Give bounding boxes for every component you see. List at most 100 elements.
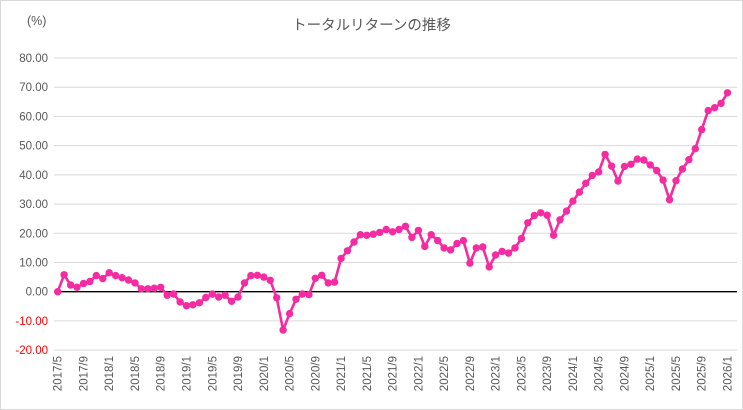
data-point-marker (382, 225, 390, 234)
data-point-marker (337, 254, 345, 263)
data-point-marker (311, 274, 319, 282)
data-point-marker (453, 239, 461, 248)
data-point-marker (376, 228, 384, 237)
data-point-marker (595, 168, 603, 176)
data-point-marker (202, 293, 210, 302)
y-tick-label: 30.00 (19, 199, 48, 211)
y-tick-label: 20.00 (19, 228, 48, 240)
x-tick-label: 2023/5 (516, 356, 528, 391)
data-point-marker (324, 279, 332, 287)
data-point-marker (698, 125, 706, 134)
data-point-marker (704, 106, 712, 115)
data-point-marker (395, 225, 403, 234)
data-point-marker (414, 226, 423, 235)
data-point-marker (73, 283, 81, 291)
x-tick-label: 2019/1 (182, 356, 194, 391)
data-point-marker (479, 243, 487, 251)
data-point-marker (569, 197, 577, 205)
data-point-marker (388, 228, 397, 236)
data-point-marker (79, 279, 88, 288)
data-point-marker (537, 209, 545, 217)
data-point-marker (633, 155, 641, 163)
data-point-marker (54, 288, 62, 296)
x-tick-label: 2022/1 (413, 356, 425, 391)
x-tick-label: 2020/1 (259, 356, 271, 391)
y-tick-label: 60.00 (19, 111, 48, 123)
total-return-line (56, 91, 729, 332)
data-point-marker (266, 276, 274, 284)
data-point-marker (678, 165, 687, 173)
data-point-marker (221, 291, 229, 299)
data-point-marker (247, 271, 255, 280)
x-tick-label: 2025/5 (671, 356, 683, 391)
data-point-marker (285, 309, 294, 318)
data-point-marker (665, 196, 674, 204)
data-point-marker (105, 269, 113, 277)
data-point-marker (99, 274, 107, 283)
data-point-marker (369, 230, 377, 238)
data-point-marker (234, 293, 242, 301)
data-point-marker (446, 246, 455, 254)
data-point-marker (498, 247, 506, 256)
data-point-marker (279, 326, 287, 334)
data-point-marker (472, 244, 480, 252)
data-point-marker (723, 89, 732, 97)
x-tick-label: 2021/1 (336, 356, 348, 391)
data-point-marker (118, 274, 126, 282)
data-point-marker (582, 179, 590, 187)
data-point-marker (575, 188, 584, 196)
data-point-marker (343, 247, 352, 255)
chart-title: トータルリターンの推移 (292, 18, 451, 34)
x-tick-label: 2019/9 (233, 356, 245, 391)
data-point-marker (131, 279, 139, 287)
data-point-marker (92, 271, 101, 280)
y-axis-unit-label: (%) (27, 14, 47, 28)
data-point-marker (614, 177, 622, 185)
data-point-marker (112, 271, 120, 280)
data-point-marker (240, 279, 249, 287)
data-point-marker (434, 236, 442, 245)
data-point-marker (421, 242, 429, 251)
data-point-marker (124, 276, 133, 284)
data-point-marker (517, 234, 526, 243)
data-point-marker (653, 166, 661, 175)
data-point-marker (150, 284, 158, 292)
data-point-marker (260, 273, 268, 281)
data-point-marker (607, 162, 616, 170)
y-tick-label: 10.00 (19, 257, 48, 269)
x-tick-label: 2019/5 (207, 356, 219, 391)
x-tick-label: 2023/9 (542, 356, 554, 391)
x-tick-label: 2024/5 (594, 356, 606, 391)
x-tick-label: 2022/9 (465, 356, 477, 391)
data-point-marker (556, 216, 564, 224)
data-point-marker (86, 277, 94, 286)
data-point-marker (60, 271, 68, 279)
data-point-marker (543, 211, 551, 219)
data-point-marker (646, 161, 654, 169)
data-point-marker (363, 231, 371, 239)
data-point-marker (401, 222, 410, 230)
data-point-marker (189, 301, 197, 309)
y-tick-label: 70.00 (19, 82, 48, 94)
data-point-marker (427, 231, 435, 239)
data-point-marker (292, 295, 300, 303)
data-point-marker (157, 283, 165, 291)
data-point-marker (227, 297, 236, 305)
y-tick-label: -10.00 (15, 316, 48, 328)
data-point-marker (710, 104, 719, 112)
data-point-marker (350, 238, 358, 246)
data-point-marker (459, 236, 468, 245)
data-point-marker (588, 171, 596, 180)
data-point-marker (466, 259, 474, 267)
data-point-marker (685, 156, 693, 164)
data-point-marker (318, 271, 326, 279)
data-point-marker (305, 290, 313, 299)
x-tick-label: 2021/9 (388, 356, 400, 391)
x-tick-label: 2025/9 (697, 356, 709, 391)
data-point-marker (620, 162, 629, 171)
data-point-marker (253, 271, 262, 279)
x-tick-label: 2018/9 (156, 356, 168, 391)
data-point-marker (215, 293, 223, 301)
